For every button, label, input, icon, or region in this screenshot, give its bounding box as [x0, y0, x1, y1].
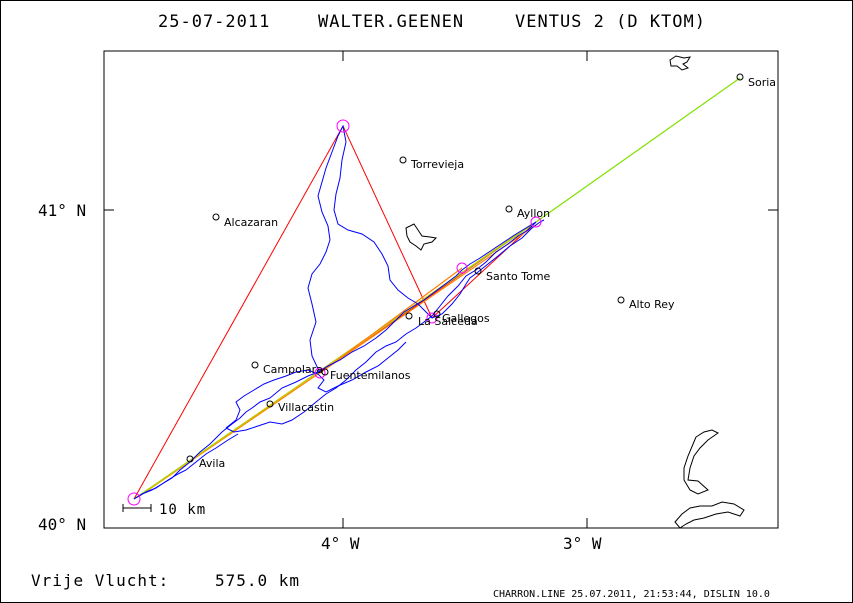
place-marker-la-salceda — [405, 312, 413, 320]
coast-outline-southeast — [674, 501, 745, 529]
axis-ticks — [104, 51, 778, 528]
track-northern-loop — [307, 124, 433, 374]
turnpoint-ayllon — [530, 216, 542, 228]
y-label-41n: 41° N — [38, 201, 86, 220]
place-marker-avila — [186, 455, 194, 463]
turnpoints — [127, 119, 542, 506]
turnpoint-east — [456, 262, 468, 274]
y-label-40n: 40° N — [38, 515, 86, 534]
place-marker-torrevieja — [399, 156, 407, 164]
place-label-campolara: Campolara — [263, 363, 323, 376]
place-label-soria: Soria — [748, 76, 776, 89]
place-label-villacastin: Villacastin — [278, 401, 334, 414]
flight-track — [133, 124, 545, 500]
place-label-ayllon: Ayllon — [517, 207, 550, 220]
lake-outline-north — [669, 55, 691, 71]
place-label-gallegos: Gallegos — [442, 312, 490, 325]
place-label-alcazaran: Alcazaran — [224, 216, 278, 229]
place-label-fuentemilanos: Fuentemilanos — [330, 369, 411, 382]
track-leg-to-ayllon — [431, 219, 545, 319]
plot-frame — [103, 50, 779, 529]
scale-bar — [122, 504, 152, 512]
place-label-la-salceda: La Salceda — [418, 315, 478, 328]
turnpoint-fuentemilanos — [314, 367, 326, 379]
x-label-3w: 3° W — [563, 534, 602, 553]
track-return-south — [225, 221, 537, 433]
place-label-torrevieja: Torrevieja — [410, 158, 464, 171]
coastlines — [405, 55, 745, 529]
task-leg-2 — [342, 125, 433, 319]
place-label-avila: Avila — [199, 457, 225, 470]
leg-orange-2 — [319, 267, 463, 374]
place-marker-alto-rey — [617, 296, 625, 304]
place-markers — [186, 73, 744, 463]
task-leg-3 — [431, 221, 537, 319]
place-marker-alcazaran — [212, 213, 220, 221]
footer-credit: CHARRON.LINE 25.07.2011, 21:53:44, DISLI… — [493, 589, 770, 600]
track-outbound — [133, 221, 537, 500]
distance-value: 575.0 km — [215, 571, 300, 590]
scale-bar-label: 10 km — [159, 502, 206, 518]
title-pilot: WALTER.GEENEN — [318, 12, 464, 32]
turnpoint-start — [127, 492, 141, 506]
track-final-glide — [133, 433, 239, 500]
task-leg-1 — [133, 125, 344, 500]
turnpoint-north — [336, 119, 350, 133]
turnpoint-salceda — [426, 312, 438, 324]
scored-legs — [133, 77, 741, 500]
place-marker-villacastin — [266, 400, 274, 408]
title-glider: VENTUS 2 (D KTOM) — [515, 12, 706, 32]
reservoir-outline — [405, 223, 438, 251]
place-label-alto-rey: Alto Rey — [629, 298, 675, 311]
x-label-4w: 4° W — [321, 534, 360, 553]
place-marker-gallegos — [433, 310, 441, 318]
place-marker-ayllon — [505, 205, 513, 213]
leg-yellow — [141, 223, 533, 495]
title-date: 25-07-2011 — [158, 12, 270, 32]
place-marker-soria — [736, 73, 744, 81]
leg-to-soria — [535, 77, 741, 223]
place-marker-fuentemilanos — [321, 368, 329, 376]
distance-label: Vrije Vlucht: — [31, 571, 169, 590]
coast-outline-east — [683, 429, 719, 495]
place-marker-campolara — [251, 361, 259, 369]
track-western-return — [225, 341, 407, 429]
place-label-santo-tome: Santo Tome — [486, 270, 551, 283]
place-marker-santo-tome — [474, 267, 482, 275]
